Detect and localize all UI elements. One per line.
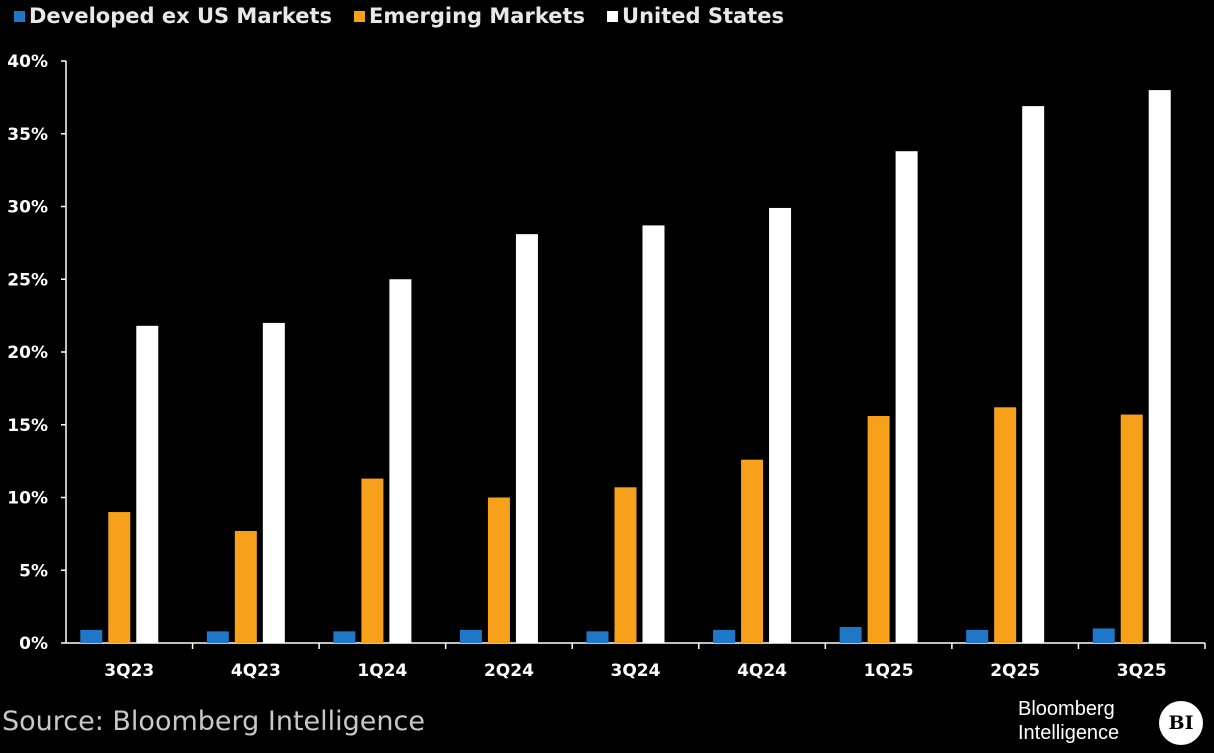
bar [459,629,482,643]
y-tick-label: 40% [7,52,48,72]
x-tick-label: 2Q25 [990,661,1040,681]
bar [108,512,131,643]
x-tick-label: 3Q23 [104,661,154,681]
x-tick-label: 1Q25 [864,661,914,681]
y-tick-label: 0% [19,634,48,654]
x-tick-label: 3Q25 [1117,661,1167,681]
legend-label: Emerging Markets [369,4,586,28]
bar [80,629,103,643]
y-tick-label: 5% [19,561,48,581]
legend-swatch [607,10,619,22]
legend-item: Developed ex US Markets [14,4,332,28]
legend-label: United States [622,4,784,28]
bar [741,459,764,643]
legend-label: Developed ex US Markets [29,4,333,28]
bar [515,234,538,643]
bar [206,631,229,643]
y-tick-label: 35% [7,125,48,145]
legend-item: United States [607,4,784,28]
y-tick-label: 20% [7,343,48,363]
brand-line-1: Bloomberg [1018,698,1115,720]
brand-logo-text: Bloomberg Intelligence [1018,697,1119,745]
bar [614,487,637,643]
bar [966,629,989,643]
bar [234,530,257,643]
bar [136,325,159,643]
bar [867,416,890,643]
x-tick-label: 4Q23 [231,661,281,681]
x-tick-label: 1Q24 [357,661,407,681]
brand-line-2: Intelligence [1018,722,1120,744]
legend-swatch [354,10,366,22]
bar-chart: 0% 5% 10% 15% 20% 25% 30% 35% 40% 3Q23 4Q23 1Q24 2Q2… [7,52,1206,681]
brand-badge-icon: BI [1159,701,1203,745]
bar [713,629,736,643]
bar [994,407,1017,643]
bar [1092,628,1115,643]
legend-item: Emerging Markets [354,4,585,28]
x-tick-label: 3Q24 [611,661,661,681]
bar [586,631,609,643]
bar [769,207,792,643]
x-tick-label: 2Q24 [484,661,534,681]
bar [642,225,665,644]
bar [1022,106,1045,644]
y-tick-label: 15% [7,416,48,436]
y-tick-label: 30% [7,198,48,218]
legend-swatch [14,10,25,22]
bar [361,478,384,643]
bar [333,631,356,643]
bar [389,279,412,643]
bar [487,497,510,643]
bar [839,626,862,643]
chart-legend: Developed ex US Markets Emerging Markets U… [14,2,806,30]
bar [1148,90,1171,644]
source-note: Source: Bloomberg Intelligence [2,706,425,737]
bar [1120,414,1143,643]
y-tick-label: 25% [7,270,48,290]
y-tick-label: 10% [7,489,48,509]
x-tick-label: 4Q24 [737,661,787,681]
bar [895,151,918,643]
bar [262,322,285,643]
